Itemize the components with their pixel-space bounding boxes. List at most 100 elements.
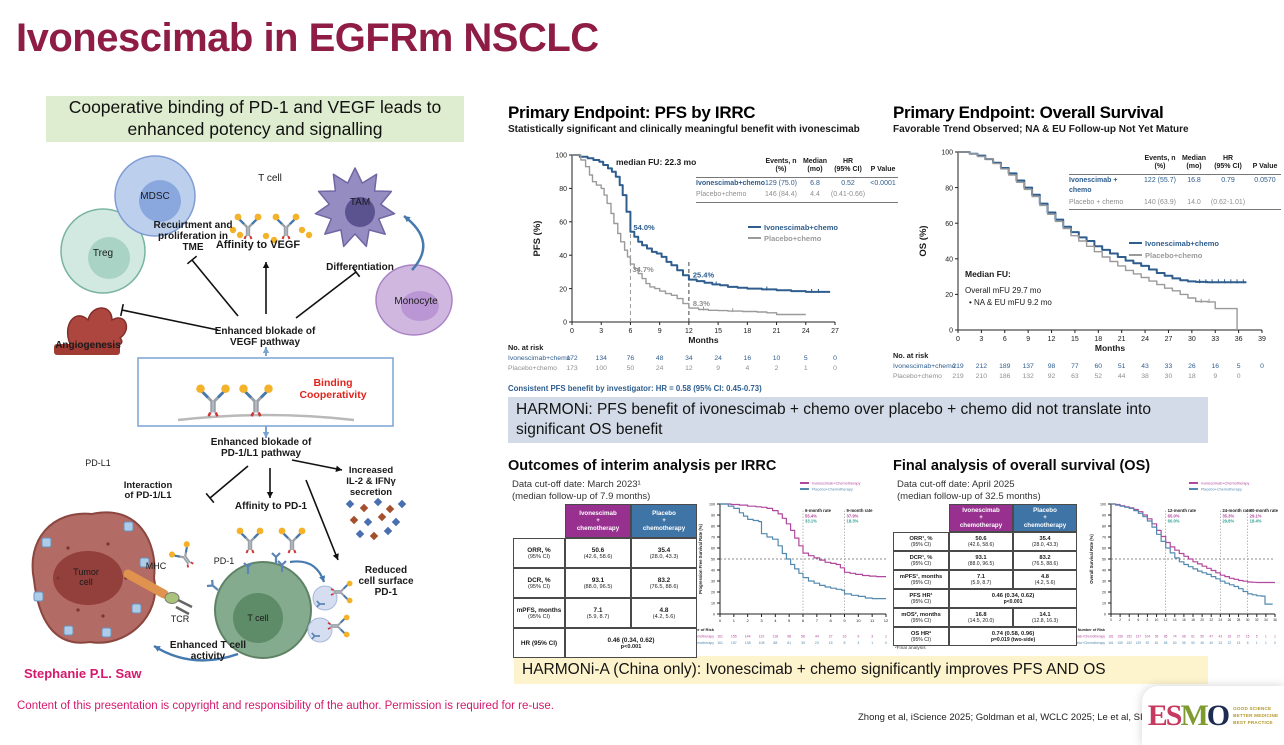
svg-text:81: 81: [1155, 641, 1159, 645]
t-cell-nucleus: [233, 593, 283, 643]
svg-text:3: 3: [979, 336, 983, 343]
svg-text:20: 20: [1200, 618, 1204, 622]
svg-text:161: 161: [1108, 635, 1114, 639]
svg-text:36: 36: [1235, 336, 1243, 343]
svg-text:60: 60: [1173, 641, 1177, 645]
svg-text:0: 0: [713, 612, 715, 616]
svg-text:60: 60: [711, 546, 715, 550]
svg-text:95: 95: [1155, 635, 1159, 639]
svg-text:18: 18: [1094, 336, 1102, 343]
svg-text:Overall Survival Rate (%): Overall Survival Rate (%): [1089, 534, 1094, 584]
svg-text:8: 8: [1147, 618, 1149, 622]
svg-text:51: 51: [1118, 363, 1126, 370]
svg-text:9: 9: [1213, 373, 1217, 380]
svg-text:0: 0: [719, 618, 722, 623]
author-name: Stephanie P.L. Saw: [24, 666, 142, 681]
svg-text:36: 36: [1273, 618, 1277, 622]
svg-text:33.1%: 33.1%: [805, 519, 817, 524]
final-table: Ivonescimab + chemotherapy Placebo + chem…: [893, 504, 1077, 646]
svg-text:Median FU:: Median FU:: [965, 269, 1011, 279]
svg-text:9: 9: [716, 365, 720, 372]
svg-text:0: 0: [570, 328, 574, 335]
svg-text:7: 7: [816, 618, 819, 623]
svg-text:5: 5: [1237, 363, 1241, 370]
svg-text:18.3%: 18.3%: [847, 519, 859, 524]
pdl1-receptors: [33, 521, 150, 638]
svg-text:161: 161: [717, 635, 723, 639]
svg-text:34: 34: [685, 355, 693, 362]
peptide-icon: [164, 592, 180, 604]
svg-text:158: 158: [1117, 635, 1123, 639]
svg-text:20: 20: [945, 292, 953, 299]
svg-text:157: 157: [731, 641, 737, 645]
svg-text:52: 52: [1095, 373, 1103, 380]
svg-text:138: 138: [745, 641, 751, 645]
svg-text:30: 30: [1102, 579, 1106, 583]
svg-text:6: 6: [1003, 336, 1007, 343]
svg-text:TCR: TCR: [171, 614, 190, 624]
svg-text:39: 39: [1258, 336, 1266, 343]
svg-text:50: 50: [1191, 641, 1195, 645]
svg-text:18: 18: [1188, 373, 1196, 380]
os-results-table: Events, n (%) Median (mo) HR (95% CI) P Val…: [1069, 155, 1281, 211]
svg-text:98: 98: [1048, 363, 1056, 370]
svg-text:20: 20: [1102, 590, 1106, 594]
svg-text:Ivonescimab+chemo: Ivonescimab+chemo: [764, 223, 838, 232]
citations: Zhong et al, iScience 2025; Goldman et a…: [858, 712, 1180, 723]
svg-text:6: 6: [1247, 641, 1249, 645]
svg-text:Placebo+Chemotherapy: Placebo+Chemotherapy: [1071, 641, 1106, 645]
mhc-icon: [123, 569, 169, 599]
svg-text:10: 10: [773, 355, 781, 362]
svg-text:Placebo+Chemotherapy: Placebo+Chemotherapy: [812, 487, 853, 491]
svg-text:OS (%): OS (%): [918, 225, 929, 256]
svg-text:9: 9: [658, 328, 662, 335]
svg-text:12-month rate: 12-month rate: [1168, 508, 1197, 513]
svg-text:92: 92: [1146, 641, 1150, 645]
svg-text:13: 13: [1237, 641, 1241, 645]
final-os-panel: Final analysis of overall survival (OS) …: [893, 458, 1284, 663]
svg-text:16: 16: [1182, 618, 1186, 622]
svg-text:Affinity to VEGF: Affinity to VEGF: [216, 239, 301, 251]
svg-text:4: 4: [774, 618, 777, 623]
final-cutoff: Data cut-off date: April 2025 (median fo…: [897, 479, 1041, 503]
svg-text:3: 3: [599, 328, 603, 335]
svg-text:40: 40: [711, 568, 715, 572]
svg-text:18.4%: 18.4%: [1250, 519, 1262, 524]
svg-text:90: 90: [711, 513, 715, 517]
svg-text:63: 63: [1071, 373, 1079, 380]
harmoni-banner: HARMONi: PFS benefit of ivonescimab + ch…: [508, 397, 1208, 443]
svg-text:60: 60: [945, 221, 953, 228]
svg-text:0: 0: [1237, 373, 1241, 380]
svg-text:26: 26: [1228, 618, 1232, 622]
esmo-logo: ESMO GOOD SCIENCE BETTER MEDICINE BEST P…: [1142, 686, 1284, 745]
svg-text:43: 43: [1219, 635, 1223, 639]
svg-text:85: 85: [1164, 635, 1168, 639]
interim-table: Ivonescimab + chemotherapy Placebo + chem…: [513, 504, 697, 658]
svg-text:0: 0: [1260, 363, 1264, 370]
svg-text:144: 144: [745, 635, 751, 639]
svg-text:40: 40: [945, 256, 953, 263]
svg-text:30: 30: [1188, 336, 1196, 343]
svg-text:3: 3: [857, 641, 859, 645]
svg-text:2: 2: [1119, 618, 1121, 622]
svg-text:92: 92: [1048, 373, 1056, 380]
pfs-panel: Primary Endpoint: PFS by IRRC Statistica…: [508, 103, 898, 398]
svg-text:2: 2: [775, 365, 779, 372]
svg-text:10: 10: [711, 601, 715, 605]
svg-text:100: 100: [1100, 502, 1106, 506]
svg-text:Affinity to PD-1: Affinity to PD-1: [235, 501, 308, 512]
svg-text:37.9%: 37.9%: [847, 514, 859, 519]
svg-text:T cell: T cell: [247, 613, 268, 623]
svg-text:Placebo+chemo: Placebo+chemo: [893, 373, 942, 380]
svg-text:210: 210: [976, 373, 988, 380]
cytokine-diamonds: [345, 497, 407, 541]
svg-text:50: 50: [1102, 557, 1106, 561]
monocyte-nucleus: [401, 291, 439, 321]
svg-text:65.0%: 65.0%: [1168, 514, 1180, 519]
svg-text:90: 90: [1102, 513, 1106, 517]
svg-text:Placebo+Chemotherapy: Placebo+Chemotherapy: [1201, 487, 1242, 491]
svg-text:PFS (%): PFS (%): [532, 221, 543, 257]
svg-text:152: 152: [1127, 641, 1133, 645]
